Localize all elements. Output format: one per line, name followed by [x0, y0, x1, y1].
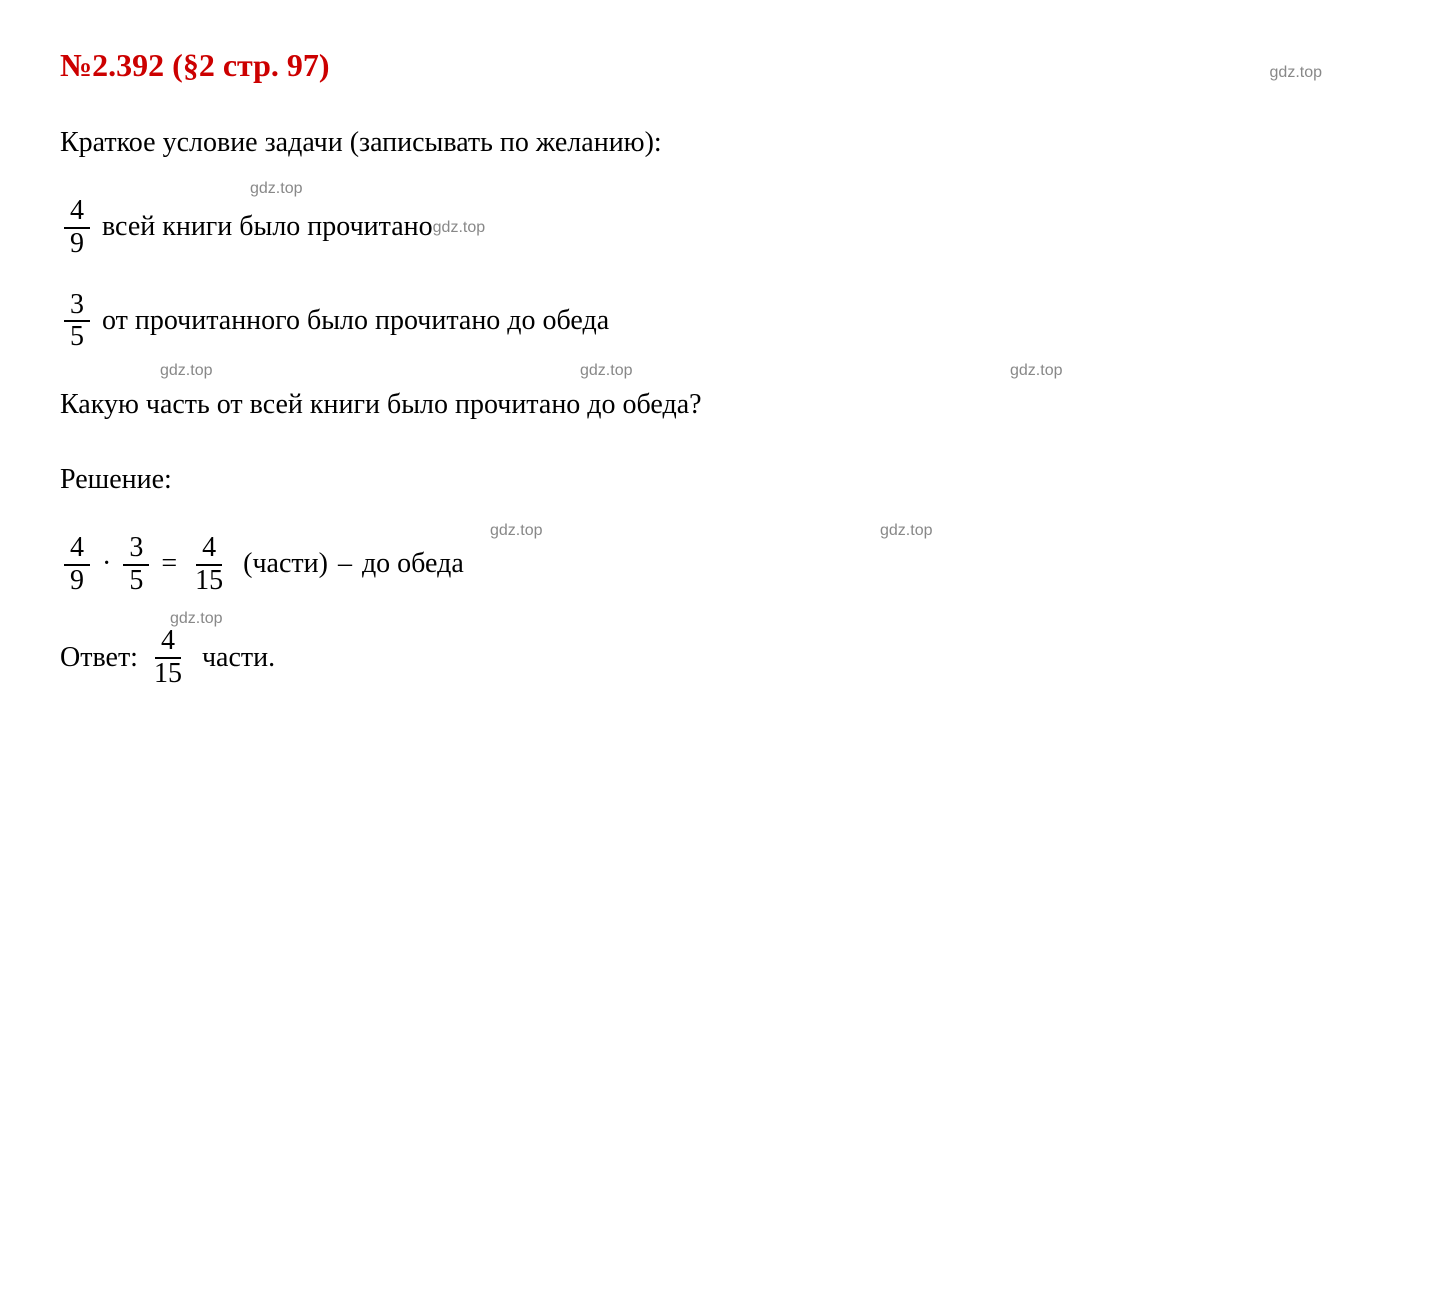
watermark: gdz.top [1270, 60, 1322, 86]
tail-text: до обеда [362, 542, 464, 587]
numerator: 3 [64, 290, 90, 323]
answer-tail: части. [202, 636, 275, 681]
fraction: 3 5 [123, 533, 149, 597]
inline-watermark: gdz.top [433, 215, 485, 241]
denominator: 5 [64, 322, 90, 353]
section-ref: (§2 стр. 97) [172, 47, 329, 83]
fraction: 3 5 [64, 290, 90, 354]
watermark: gdz.top [250, 176, 302, 202]
unit-text: (части) [243, 542, 328, 587]
denominator: 15 [189, 566, 229, 597]
condition-text: от прочитанного было прочитано до обеда [102, 299, 609, 344]
denominator: 9 [64, 566, 90, 597]
condition-line-2: 3 5 от прочитанного было прочитано до об… [60, 290, 1382, 354]
dash: – [338, 542, 352, 587]
answer-line: gdz.top Ответ: 4 15 части. [60, 626, 1382, 690]
fraction: 4 15 [148, 626, 188, 690]
watermark: gdz.top [160, 358, 212, 384]
denominator: 5 [123, 566, 149, 597]
watermark: gdz.top [170, 606, 222, 632]
denominator: 9 [64, 229, 90, 260]
solution-label: Решение: [60, 458, 1382, 503]
numerator: 4 [64, 196, 90, 229]
answer-label: Ответ: [60, 636, 138, 681]
condition-text: всей книги было прочитано [102, 205, 433, 250]
equals-op: = [161, 542, 177, 587]
numerator: 4 [196, 533, 222, 566]
page-content: gdz.top №2.392 (§2 стр. 97) Краткое усло… [60, 40, 1382, 690]
fraction: 4 15 [189, 533, 229, 597]
condition-line-1: gdz.top 4 9 всей книги было прочитаноgdz… [60, 196, 1382, 260]
watermark: gdz.top [880, 518, 932, 544]
numerator: 4 [64, 533, 90, 566]
watermark: gdz.top [1010, 358, 1062, 384]
watermark: gdz.top [490, 518, 542, 544]
multiply-op: · [102, 542, 111, 587]
fraction: 4 9 [64, 196, 90, 260]
fraction: 4 9 [64, 533, 90, 597]
problem-header: №2.392 (§2 стр. 97) [60, 40, 1382, 91]
question-line: gdz.top gdz.top gdz.top Какую часть от в… [60, 383, 1382, 428]
watermark: gdz.top [580, 358, 632, 384]
problem-number: №2.392 [60, 47, 164, 83]
condition-intro: Краткое условие задачи (записывать по же… [60, 121, 1382, 166]
question-text: Какую часть от всей книги было прочитано… [60, 383, 702, 428]
solution-equation: gdz.top gdz.top 4 9 · 3 5 = 4 15 (части)… [60, 533, 1382, 597]
numerator: 3 [123, 533, 149, 566]
denominator: 15 [148, 659, 188, 690]
